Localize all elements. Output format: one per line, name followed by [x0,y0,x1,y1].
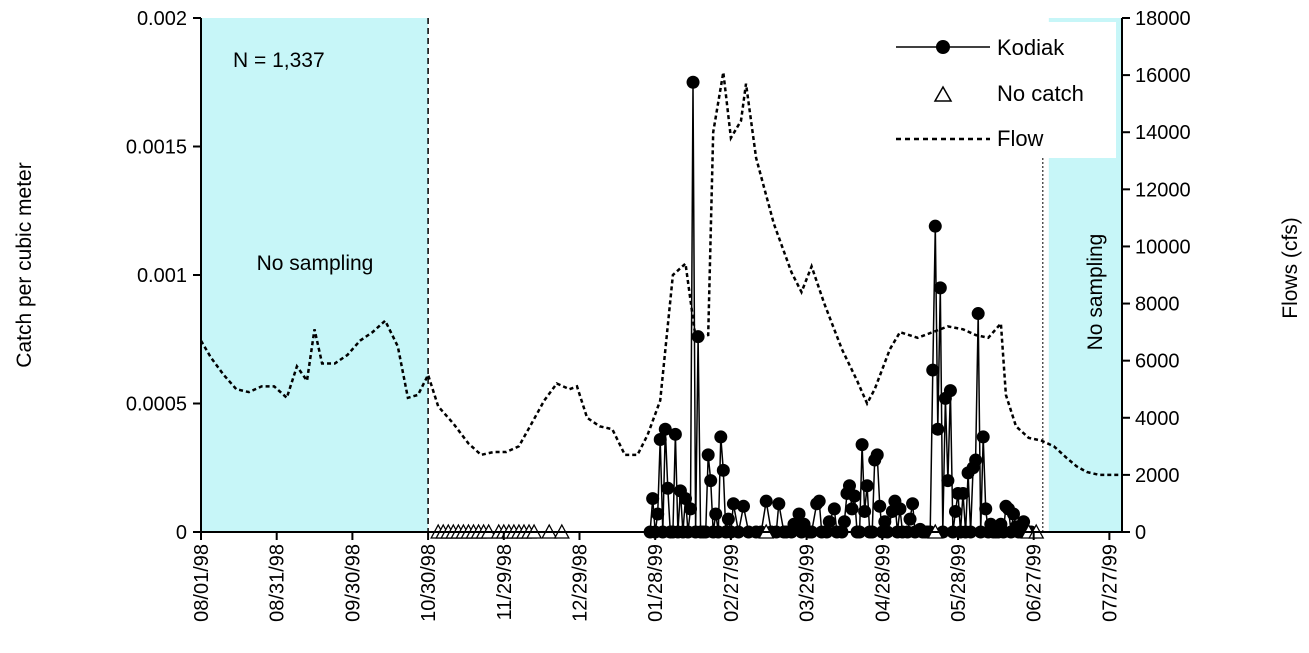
kodiak-point-28 [714,430,728,444]
kodiak-point-53 [812,494,826,508]
x-tick-label-8: 03/29/99 [797,544,819,622]
kodiak-point-104 [956,486,970,500]
no-sampling-region-0 [201,18,429,532]
kodiak-point-56 [822,515,836,529]
kodiak-point-29 [716,463,730,477]
y-tick-label-2: 0.001 [137,265,187,287]
kodiak-point-33 [726,497,740,511]
legend: Kodiak No catch Flow [882,22,1116,158]
kodiak-point-26 [709,507,723,521]
kodiak-point-113 [979,502,993,516]
y2-tick-label-1: 2000 [1135,465,1180,487]
tick-labels: 0 0.0005 0.001 0.0015 0.002 0 2000 4000 6000 8000… [126,8,1191,622]
kodiak-point-109 [969,453,983,467]
kodiak-point-16 [684,502,698,516]
y2-tick-label-3: 6000 [1135,351,1180,373]
y2-tick-label-6: 12000 [1135,179,1191,201]
x-tick-label-0: 08/01/98 [191,544,213,622]
kodiak-point-3 [651,507,665,521]
kodiak-point-14 [678,492,692,506]
kodiak-point-60 [837,515,851,529]
flow-line [199,72,1120,477]
legend-kodiak-marker [936,40,950,54]
y2-tick-label-7: 14000 [1135,122,1191,144]
x-tick-label-10: 05/28/99 [948,544,970,622]
kodiak-point-47 [792,507,806,521]
y-tick-label-1: 0.0005 [126,394,187,416]
kodiak-point-73 [870,448,884,462]
y-axis-title: Catch per cubic meter [13,162,36,367]
y-tick-label-4: 0.002 [137,8,187,30]
kodiak-point-81 [893,502,907,516]
legend-kodiak-label: Kodiak [997,35,1065,60]
kodiak-point-17 [686,75,700,89]
x-tick-label-5: 12/29/98 [569,544,591,622]
kodiak-point-6 [658,422,672,436]
kodiak-point-99 [943,384,957,398]
x-tick-label-9: 04/28/99 [872,544,894,622]
x-tick-label-4: 11/29/98 [494,544,516,620]
x-tick-label-11: 06/27/99 [1024,544,1046,622]
y-tick-label-0: 0 [176,522,187,544]
y2-axis-title: Flows (cfs) [1279,217,1302,319]
kodiak-point-67 [855,438,869,452]
kodiak-point-63 [845,502,859,516]
kodiak-point-85 [906,497,920,511]
kodiak-point-35 [737,499,751,513]
x-tick-label-6: 01/28/99 [645,544,667,622]
legend-no-catch-marker [933,85,953,102]
flow-series [199,72,1120,477]
kodiak-point-69 [860,479,874,493]
kodiak-point-10 [668,427,682,441]
y2-tick-label-2: 4000 [1135,408,1180,430]
x-tick-label-1: 08/31/98 [267,544,289,622]
kodiak-point-42 [772,497,786,511]
x-tick-label-3: 10/30/98 [418,544,440,622]
x-tick-label-7: 02/27/99 [721,544,743,622]
kodiak-point-7 [661,481,675,495]
kodiak-point-94 [931,422,945,436]
axes [193,17,1130,540]
y2-tick-label-0: 0 [1135,522,1146,544]
kodiak-point-24 [704,474,718,488]
kodiak-point-76 [878,515,892,529]
legend-no-catch-label: No catch [997,81,1084,106]
no-sampling-label-right: No sampling [1084,234,1107,351]
dividers [427,18,1044,532]
kodiak-point-23 [701,448,715,462]
kodiak-point-128 [1017,515,1031,529]
sample-size-annotation: N = 1,337 [233,49,325,72]
legend-flow-label: Flow [997,126,1044,151]
kodiak-point-57 [827,502,841,516]
kodiak-point-62 [842,479,856,493]
y2-tick-label-4: 8000 [1135,294,1180,316]
kodiak-point-95 [933,281,947,295]
kodiak-point-39 [759,494,773,508]
kodiak-point-124 [1006,507,1020,521]
kodiak-point-110 [971,307,985,321]
kodiak-point-19 [691,330,705,344]
y2-tick-label-8: 16000 [1135,65,1191,87]
kodiak-point-98 [941,474,955,488]
legend-background [882,22,1116,158]
kodiak-point-84 [903,512,917,526]
x-tick-label-12: 07/27/99 [1099,544,1121,622]
kodiak-point-1 [646,492,660,506]
y2-tick-label-5: 10000 [1135,236,1191,258]
no-sampling-label-left: No sampling [257,252,374,275]
y2-tick-label-9: 18000 [1135,8,1191,30]
kodiak-point-64 [848,489,862,503]
kodiak-point-74 [873,499,887,513]
kodiak-point-112 [976,430,990,444]
kodiak-point-93 [928,219,942,233]
kodiak-point-101 [948,504,962,518]
kodiak-point-4 [653,432,667,446]
x-tick-label-2: 09/30/98 [342,544,364,622]
kodiak-point-31 [721,512,735,526]
kodiak-point-68 [858,504,872,518]
kodiak-point-92 [926,363,940,377]
y-tick-label-3: 0.0015 [126,137,187,159]
